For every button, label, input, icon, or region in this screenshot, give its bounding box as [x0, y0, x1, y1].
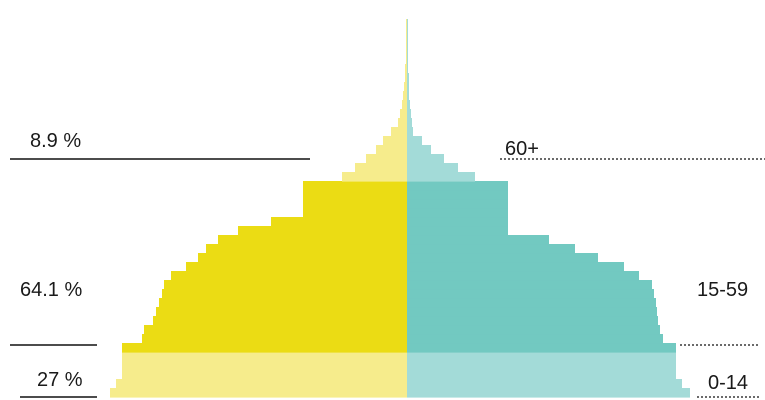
- left-bar-working-13: [171, 271, 407, 281]
- right-bar-working-15: [407, 253, 598, 263]
- left-bar-old-31: [400, 109, 407, 119]
- divider-lines: [10, 158, 765, 398]
- left-label-0-14: 27 %: [37, 369, 83, 391]
- right-bar-working-6: [407, 334, 663, 344]
- right-bar-old-31: [407, 109, 411, 119]
- left-bar-working-5: [122, 343, 407, 353]
- right-bar-old-27: [407, 145, 431, 155]
- right-bar-working-8: [407, 316, 658, 326]
- left-bar-working-14: [186, 262, 407, 272]
- right-bar-old-38: [407, 46, 408, 56]
- left-bar-working-18: [238, 226, 407, 236]
- left-bar-old-27: [376, 145, 407, 155]
- left-bar-old-33: [403, 91, 407, 101]
- right-bar-working-17: [407, 235, 549, 245]
- left-bar-old-40: [406, 28, 407, 38]
- left-bar-old-26: [366, 154, 407, 164]
- left-bar-old-35: [405, 73, 407, 83]
- right-bar-working-11: [407, 289, 654, 299]
- right-bar-working-16: [407, 244, 575, 254]
- right-bar-old-28: [407, 136, 422, 146]
- left-bar-working-6: [142, 334, 407, 344]
- axis-left-labels: 8.9 % 64.1 % 27 %: [20, 130, 83, 391]
- right-bar-working-22: [407, 190, 508, 200]
- right-bar-old-32: [407, 100, 410, 110]
- right-bar-old-39: [407, 37, 408, 47]
- right-bar-working-19: [407, 217, 508, 227]
- right-bar-working-14: [407, 262, 624, 272]
- left-bar-young-3: [122, 361, 407, 371]
- left-bar-old-25: [355, 163, 407, 173]
- left-bar-young-4: [122, 352, 407, 362]
- right-bar-old-25: [407, 163, 458, 173]
- left-bar-old-38: [406, 46, 407, 56]
- right-bar-working-10: [407, 298, 656, 308]
- left-bar-working-11: [162, 289, 407, 299]
- left-bar-working-15: [198, 253, 407, 263]
- right-bar-young-2: [407, 370, 676, 380]
- right-bar-working-18: [407, 226, 508, 236]
- right-label-15-59: 15-59: [697, 279, 748, 301]
- left-label-60plus: 8.9 %: [30, 130, 81, 152]
- left-bar-old-36: [405, 64, 407, 74]
- right-bars: [407, 19, 690, 398]
- left-bar-working-12: [164, 280, 407, 290]
- left-bar-old-37: [406, 55, 407, 65]
- right-bar-working-23: [407, 181, 508, 191]
- left-bar-working-7: [144, 325, 407, 335]
- left-bar-old-32: [402, 100, 407, 110]
- right-bar-old-40: [407, 28, 408, 38]
- right-bar-old-41: [407, 19, 408, 29]
- right-bar-working-5: [407, 343, 676, 353]
- right-bar-young-1: [407, 379, 682, 389]
- left-bar-young-1: [116, 379, 407, 389]
- right-bar-working-9: [407, 307, 657, 317]
- right-bar-working-13: [407, 271, 639, 281]
- left-bar-old-29: [391, 127, 407, 137]
- right-label-0-14: 0-14: [708, 372, 748, 394]
- right-bar-old-24: [407, 172, 475, 182]
- right-bar-old-37: [407, 55, 408, 65]
- left-bar-old-28: [383, 136, 407, 146]
- left-bar-working-8: [153, 316, 407, 326]
- left-bar-old-41: [406, 19, 407, 29]
- left-bar-young-0: [110, 388, 407, 398]
- right-label-60plus: 60+: [505, 138, 539, 160]
- right-bar-working-12: [407, 280, 652, 290]
- left-bar-old-39: [406, 37, 407, 47]
- right-bar-working-20: [407, 208, 508, 218]
- left-bar-working-17: [218, 235, 407, 245]
- left-bars: [110, 19, 407, 398]
- left-bar-working-21: [303, 199, 407, 209]
- right-bar-old-33: [407, 91, 409, 101]
- left-bar-working-10: [159, 298, 407, 308]
- right-bar-old-30: [407, 118, 412, 128]
- axis-right-labels: 60+ 15-59 0-14: [505, 138, 748, 394]
- left-bar-working-22: [303, 190, 407, 200]
- left-bar-old-34: [404, 82, 407, 92]
- right-bar-young-3: [407, 361, 676, 371]
- right-bar-working-7: [407, 325, 660, 335]
- right-bar-old-36: [407, 64, 408, 74]
- right-bar-young-0: [407, 388, 690, 398]
- left-bar-working-9: [156, 307, 407, 317]
- left-bar-young-2: [122, 370, 407, 380]
- left-bar-working-20: [303, 208, 407, 218]
- right-bar-old-29: [407, 127, 413, 137]
- left-bar-working-16: [206, 244, 407, 254]
- left-bar-old-30: [398, 118, 407, 128]
- left-bar-working-19: [271, 217, 407, 227]
- right-bar-old-34: [407, 82, 409, 92]
- left-label-15-59: 64.1 %: [20, 279, 82, 301]
- right-bar-old-26: [407, 154, 444, 164]
- right-bar-young-4: [407, 352, 676, 362]
- right-bar-working-21: [407, 199, 508, 209]
- right-bar-old-35: [407, 73, 409, 83]
- left-bar-working-23: [303, 181, 407, 191]
- left-bar-old-24: [342, 172, 407, 182]
